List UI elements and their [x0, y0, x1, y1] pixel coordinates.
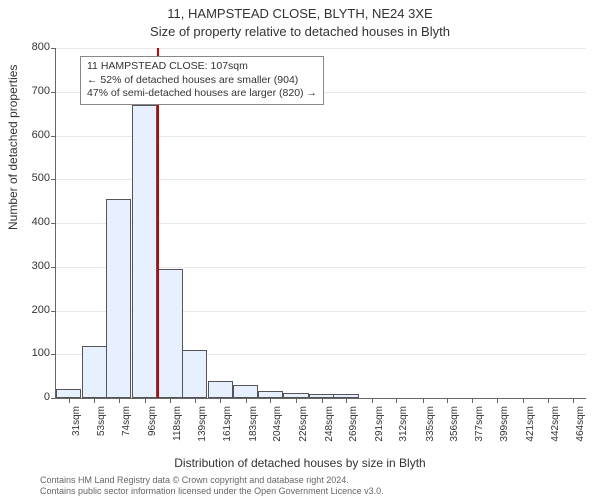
y-tick-label: 100 — [10, 347, 50, 359]
x-tick — [447, 398, 448, 403]
x-tick — [523, 398, 524, 403]
annotation-box: 11 HAMPSTEAD CLOSE: 107sqm ← 52% of deta… — [80, 56, 324, 105]
x-tick — [548, 398, 549, 403]
chart-title-sub: Size of property relative to detached ho… — [0, 24, 600, 39]
x-tick — [145, 398, 146, 403]
histogram-bar — [158, 269, 183, 398]
histogram-bar — [82, 346, 107, 399]
footer-line-1: Contains HM Land Registry data © Crown c… — [40, 475, 580, 485]
x-tick-label: 399sqm — [499, 406, 510, 451]
x-tick-label: 312sqm — [398, 406, 409, 451]
annotation-line-2: ← 52% of detached houses are smaller (90… — [87, 74, 317, 88]
x-tick — [573, 398, 574, 403]
x-tick — [69, 398, 70, 403]
chart-container: 11, HAMPSTEAD CLOSE, BLYTH, NE24 3XE Siz… — [0, 0, 600, 500]
y-tick — [51, 48, 56, 49]
x-tick-label: 356sqm — [449, 406, 460, 451]
x-tick-label: 53sqm — [96, 406, 107, 451]
footer-line-2: Contains public sector information licen… — [40, 486, 580, 496]
annotation-line-1: 11 HAMPSTEAD CLOSE: 107sqm — [87, 60, 317, 74]
y-tick-label: 800 — [10, 41, 50, 53]
plot-area: 11 HAMPSTEAD CLOSE: 107sqm ← 52% of deta… — [55, 48, 586, 399]
x-tick-label: 31sqm — [71, 406, 82, 451]
gridline — [56, 48, 586, 49]
x-tick-label: 335sqm — [425, 406, 436, 451]
y-tick-label: 700 — [10, 85, 50, 97]
y-tick — [51, 136, 56, 137]
x-tick-label: 74sqm — [121, 406, 132, 451]
x-tick-label: 161sqm — [222, 406, 233, 451]
y-tick-label: 400 — [10, 216, 50, 228]
y-tick-label: 200 — [10, 304, 50, 316]
x-tick-label: 442sqm — [550, 406, 561, 451]
x-tick-label: 204sqm — [272, 406, 283, 451]
x-tick-label: 377sqm — [474, 406, 485, 451]
x-tick-label: 183sqm — [248, 406, 259, 451]
x-tick — [195, 398, 196, 403]
y-tick-label: 300 — [10, 260, 50, 272]
x-tick — [94, 398, 95, 403]
y-tick — [51, 223, 56, 224]
histogram-bar — [182, 350, 207, 398]
chart-title-main: 11, HAMPSTEAD CLOSE, BLYTH, NE24 3XE — [0, 6, 600, 21]
y-tick — [51, 92, 56, 93]
histogram-bar — [208, 381, 233, 399]
footer-attribution: Contains HM Land Registry data © Crown c… — [40, 475, 580, 496]
histogram-bar — [132, 105, 157, 398]
histogram-bar — [106, 199, 131, 398]
x-tick-label: 96sqm — [147, 406, 158, 451]
x-tick — [346, 398, 347, 403]
y-tick — [51, 398, 56, 399]
y-tick — [51, 267, 56, 268]
x-tick-label: 226sqm — [298, 406, 309, 451]
x-tick — [497, 398, 498, 403]
x-tick — [396, 398, 397, 403]
x-tick — [119, 398, 120, 403]
x-tick — [246, 398, 247, 403]
y-tick — [51, 354, 56, 355]
x-tick — [220, 398, 221, 403]
x-tick-label: 269sqm — [348, 406, 359, 451]
y-tick-label: 600 — [10, 129, 50, 141]
x-tick — [472, 398, 473, 403]
x-tick-label: 421sqm — [525, 406, 536, 451]
x-tick — [170, 398, 171, 403]
x-axis-label: Distribution of detached houses by size … — [0, 456, 600, 470]
histogram-bar — [233, 385, 258, 398]
x-tick — [423, 398, 424, 403]
x-tick — [372, 398, 373, 403]
y-tick-label: 0 — [10, 391, 50, 403]
x-tick — [270, 398, 271, 403]
x-tick-label: 248sqm — [324, 406, 335, 451]
histogram-bar — [56, 389, 81, 398]
x-tick — [296, 398, 297, 403]
x-tick — [322, 398, 323, 403]
y-tick — [51, 179, 56, 180]
y-tick-label: 500 — [10, 172, 50, 184]
x-tick-label: 291sqm — [374, 406, 385, 451]
y-tick — [51, 311, 56, 312]
annotation-line-3: 47% of semi-detached houses are larger (… — [87, 87, 317, 101]
x-tick-label: 139sqm — [197, 406, 208, 451]
x-tick-label: 464sqm — [575, 406, 586, 451]
x-tick-label: 118sqm — [172, 406, 183, 451]
